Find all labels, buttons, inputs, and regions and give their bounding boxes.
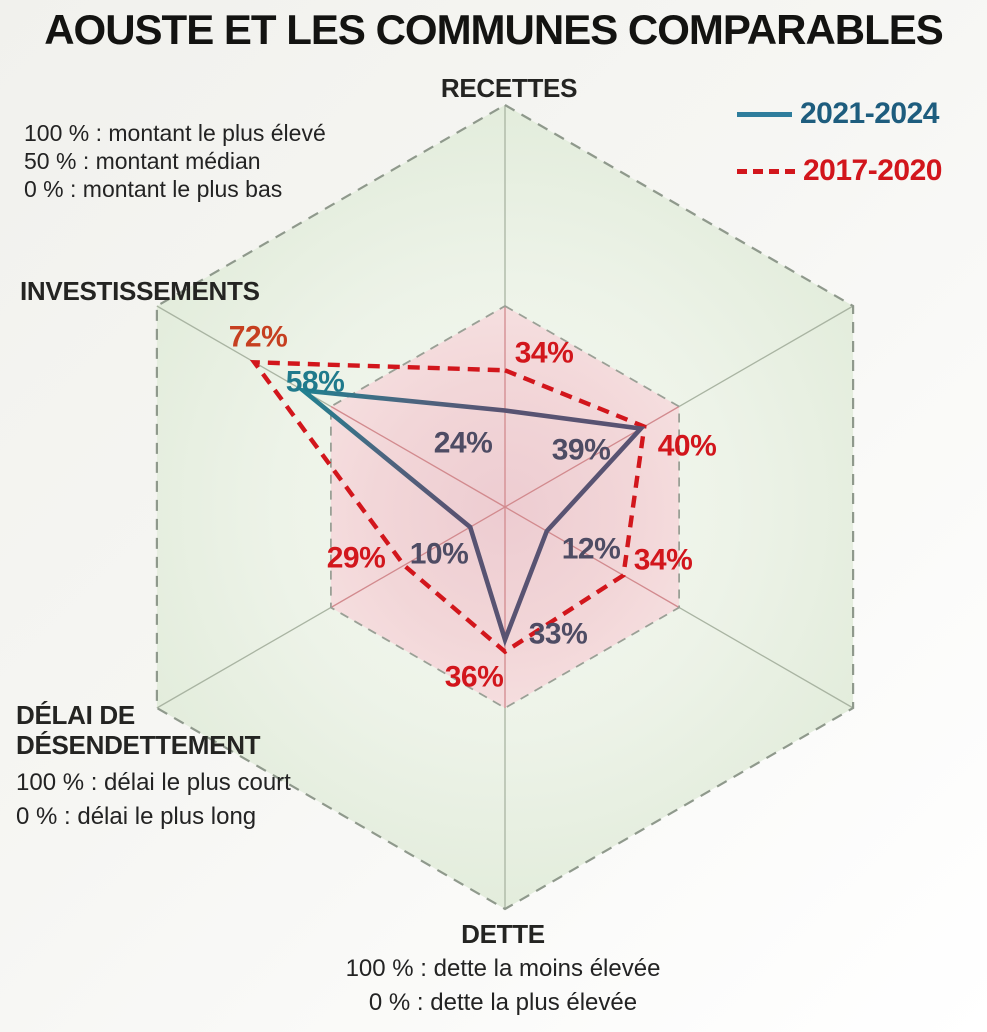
scale-note-line: 100 % : dette la moins élevée [345,955,661,982]
legend-item-previous-period: 2017-2020 [737,154,942,188]
scale-note-montant: 100 % : montant le plus élevé 50 % : mon… [24,119,326,203]
value-label-2017-2020-axis3: 36% [445,661,504,694]
value-label-2017-2020-axis2: 34% [634,544,693,577]
legend: 2021-2024 2017-2020 [737,97,942,188]
legend-label-current-period: 2021-2024 [800,97,939,130]
value-label-2017-2020-axis5: 72% [229,321,288,354]
axis-label-dette: DETTE [461,919,545,949]
value-label-2021-2024-axis4: 10% [410,538,469,571]
value-label-2017-2020-axis1: 40% [658,430,717,463]
scale-note-line: 0 % : dette la plus élevée [368,989,638,1016]
scale-note-line: 0 % : montant le plus bas [24,176,283,202]
value-label-2021-2024-axis1: 39% [552,434,611,467]
series-2021-2024-line [295,387,646,647]
legend-dashed-line-icon [737,168,795,174]
scale-note-line: 100 % : montant le plus élevé [24,120,326,146]
value-label-2021-2024-axis5: 58% [286,366,345,399]
value-label-2017-2020-axis4: 29% [327,542,386,575]
value-label-2021-2024-axis0: 24% [434,427,493,460]
legend-solid-line-icon [737,111,792,117]
page-title: AOUSTE ET LES COMMUNES COMPARABLES [44,6,944,53]
axis-label-delai-de-desendettement: DÉLAI DE DÉSENDETTEMENT [16,700,261,760]
scale-note-line: 100 % : délai le plus court [16,769,291,796]
value-label-2017-2020-axis0: 34% [515,337,574,370]
legend-item-current-period: 2021-2024 [737,97,942,131]
scale-note-line: 0 % : délai le plus long [16,803,257,830]
radar-grid-and-series: 24% 39% 12% 33% 10% 58% 34% 40% 34% 36% 29% 72% [155,103,855,911]
axis-label-line: DÉSENDETTEMENT [16,730,261,760]
legend-label-previous-period: 2017-2020 [803,154,942,187]
value-label-2021-2024-axis3: 33% [529,618,588,651]
series-2017-2020-line [249,359,647,655]
axis-label-investissements: INVESTISSEMENTS [20,276,260,306]
scale-note-line: 50 % : montant médian [24,148,261,174]
scale-note-dette: 100 % : dette la moins élevée 0 % : dett… [203,952,803,1020]
scale-note-delai: 100 % : délai le plus court 0 % : délai … [16,766,291,834]
value-label-2021-2024-axis2: 12% [562,533,621,566]
axis-label-recettes: RECETTES [440,73,578,103]
axis-label-line: DÉLAI DE [16,700,135,730]
